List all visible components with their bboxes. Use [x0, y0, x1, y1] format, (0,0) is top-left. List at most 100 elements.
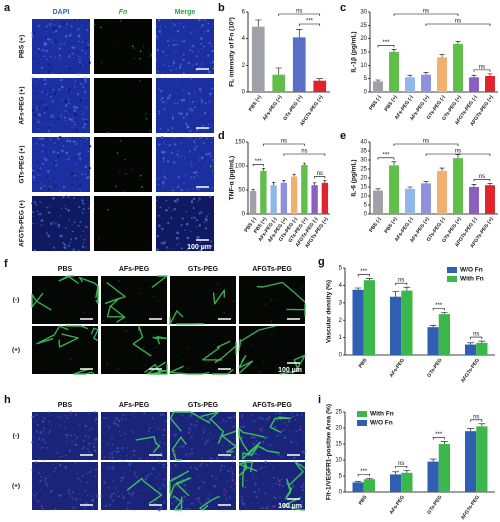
image-speck: [47, 63, 50, 66]
image-speck: [82, 312, 85, 314]
image-speck: [198, 245, 201, 248]
image-speck: [209, 126, 212, 129]
image-speck: [108, 456, 110, 459]
image-speck: [63, 420, 66, 423]
image-speck: [161, 242, 164, 245]
image-speck: [101, 62, 103, 64]
image-speck: [67, 68, 69, 70]
image-speck: [202, 129, 204, 131]
image-speck: [188, 150, 191, 153]
image-speck: [37, 120, 40, 124]
image-speck: [134, 472, 137, 475]
image-speck: [37, 169, 40, 172]
image-speck: [230, 420, 233, 423]
image-speck: [161, 79, 164, 81]
image-speck: [159, 25, 161, 28]
y-tick-label: 35: [360, 149, 367, 155]
image-speck: [82, 136, 85, 139]
column-header: AFGTs-PEG: [252, 402, 292, 409]
image-speck: [161, 483, 165, 486]
image-speck: [292, 485, 295, 488]
image-speck: [64, 104, 68, 108]
image-speck: [36, 160, 39, 163]
image-speck: [125, 486, 127, 488]
y-tick-label: 1: [339, 335, 343, 341]
image-speck: [250, 436, 254, 439]
y-tick-label: 30: [360, 158, 367, 164]
image-speck: [68, 139, 72, 143]
image-speck: [257, 465, 259, 467]
image-speck: [167, 248, 169, 250]
image-speck: [149, 55, 151, 57]
image-speck: [117, 491, 119, 493]
image-speck: [80, 362, 82, 363]
image-speck: [37, 62, 40, 65]
image-speck: [184, 229, 186, 232]
image-speck: [71, 497, 74, 500]
image-speck: [71, 52, 74, 55]
image-speck: [209, 95, 211, 97]
bar: [469, 77, 479, 92]
image-speck: [83, 123, 87, 126]
image-speck: [59, 79, 62, 82]
image-speck: [31, 34, 34, 36]
image-speck: [189, 32, 192, 35]
image-speck: [78, 33, 81, 36]
image-speck: [120, 455, 122, 457]
bar: [352, 289, 364, 355]
image-speck: [180, 112, 184, 116]
image-speck: [196, 55, 198, 58]
image-speck: [59, 499, 61, 501]
image-speck: [70, 471, 72, 473]
vessel: [202, 340, 231, 361]
image-speck: [178, 446, 180, 448]
image-speck: [195, 226, 198, 228]
image-speck: [58, 88, 61, 91]
image-background: [156, 19, 214, 74]
image-speck: [132, 491, 135, 495]
image-speck: [51, 42, 53, 44]
image-speck: [178, 242, 180, 244]
image-speck: [112, 456, 115, 459]
image-speck: [73, 86, 76, 89]
image-speck: [216, 457, 219, 460]
image-speck: [268, 483, 270, 486]
bar: [421, 74, 431, 92]
image-speck: [173, 43, 176, 47]
image-speck: [114, 450, 117, 453]
image-speck: [231, 472, 234, 475]
image-speck: [72, 140, 76, 144]
image-speck: [65, 414, 68, 417]
bar: [405, 188, 415, 214]
image-speck: [131, 45, 134, 48]
vessel: [169, 310, 184, 325]
image-tile: [155, 19, 215, 75]
image-speck: [64, 466, 68, 469]
image-speck: [138, 292, 141, 295]
image-speck: [71, 440, 74, 442]
image-speck: [269, 462, 271, 464]
significance-bracket: [393, 13, 459, 16]
significance-label: ***: [306, 19, 314, 25]
image-speck: [211, 61, 215, 64]
image-speck: [208, 42, 211, 45]
image-speck: [185, 489, 187, 491]
image-speck: [63, 116, 66, 119]
image-speck: [81, 199, 84, 202]
image-speck: [181, 482, 184, 485]
image-speck: [124, 158, 126, 161]
image-speck: [163, 428, 166, 432]
image-speck: [43, 479, 46, 482]
image-speck: [146, 461, 149, 464]
legend-label: With Fn: [460, 276, 484, 283]
image-speck: [242, 486, 244, 488]
image-speck: [147, 473, 150, 476]
image-speck: [34, 498, 37, 501]
image-speck: [114, 420, 116, 422]
image-speck: [61, 98, 64, 101]
image-speck: [301, 495, 303, 498]
bar: [272, 74, 286, 92]
image-speck: [208, 195, 212, 198]
image-speck: [209, 62, 211, 64]
image-speck: [67, 56, 69, 58]
